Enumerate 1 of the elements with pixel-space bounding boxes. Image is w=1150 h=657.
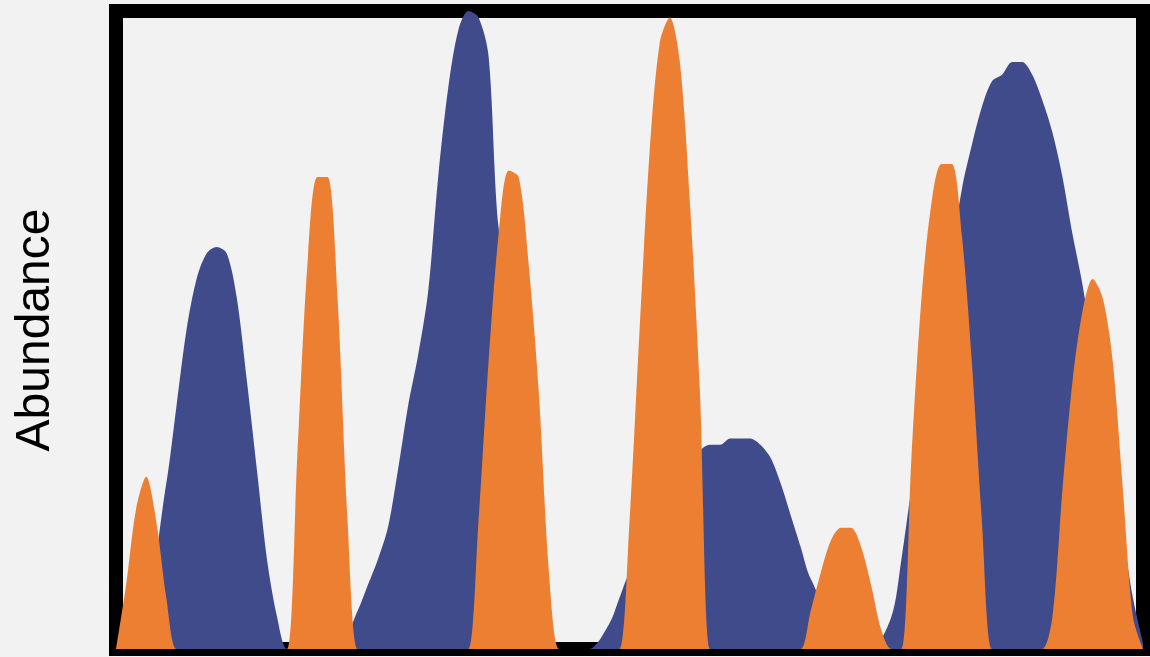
y-axis-title: Abundance xyxy=(5,208,59,452)
